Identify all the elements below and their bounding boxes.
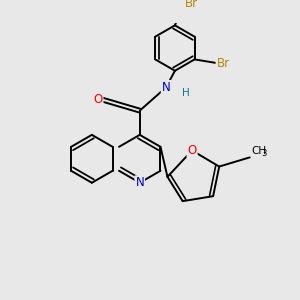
- Text: N: N: [135, 176, 144, 189]
- Text: Br: Br: [184, 0, 197, 10]
- Text: H: H: [182, 88, 190, 98]
- Text: Br: Br: [217, 57, 230, 70]
- Text: O: O: [93, 93, 103, 106]
- Text: 3: 3: [261, 149, 267, 158]
- Text: N: N: [162, 81, 170, 94]
- Text: O: O: [188, 144, 197, 157]
- Text: CH: CH: [251, 146, 266, 156]
